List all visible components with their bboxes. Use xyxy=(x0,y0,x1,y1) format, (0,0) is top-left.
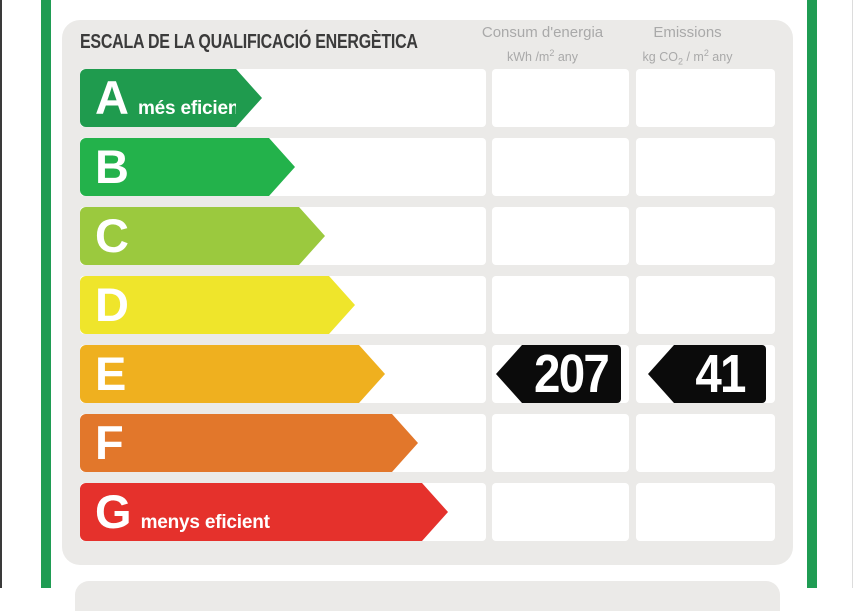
rating-row-f: F xyxy=(80,414,775,472)
rating-arrow-d: D xyxy=(80,276,355,334)
green-accent-bar-right xyxy=(807,0,817,588)
consum-cell-e: 207 xyxy=(492,344,629,404)
consum-cell-g xyxy=(492,483,629,541)
emissions-value-badge: 41 xyxy=(648,344,766,404)
rating-arrow-a: A més eficient xyxy=(80,69,262,127)
column-header-emissions: Emissions kg CO2 / m2 any xyxy=(618,23,757,70)
least-efficient-label: menys eficient xyxy=(140,512,270,533)
arrow-tip-icon xyxy=(299,207,325,265)
most-efficient-label: més eficient xyxy=(137,98,246,119)
consum-cell-a xyxy=(492,69,629,127)
rating-letter-d: D xyxy=(95,278,129,331)
consum-header-label: Consum d'energia xyxy=(481,24,604,41)
page-right-border xyxy=(852,0,853,588)
consum-header-unit: kWh /m2 any xyxy=(506,48,578,65)
emissions-cell-d xyxy=(636,276,775,334)
emissions-value: 41 xyxy=(695,344,746,404)
emissions-cell-a xyxy=(636,69,775,127)
rating-letter-b: B xyxy=(95,140,129,193)
consum-value: 207 xyxy=(534,344,610,404)
arrow-tip-icon xyxy=(236,69,262,127)
green-accent-bar-left xyxy=(41,0,51,588)
rating-row-e: E 207 41 xyxy=(80,344,775,404)
page-title: ESCALA DE LA QUALIFICACIÓ ENERGÈTICA xyxy=(80,31,418,53)
rating-arrow-c: C xyxy=(80,207,325,265)
rating-arrow-body: B xyxy=(80,138,269,196)
badge-body: 41 xyxy=(674,344,766,404)
column-header-consum: Consum d'energia kWh /m2 any xyxy=(474,23,611,65)
rating-row-d: D xyxy=(80,276,775,334)
emissions-cell-c xyxy=(636,207,775,265)
rating-arrow-body: F xyxy=(80,414,392,472)
arrow-tip-icon xyxy=(392,414,418,472)
rating-letter-c: C xyxy=(95,209,129,262)
consum-cell-c xyxy=(492,207,629,265)
emissions-cell-e: 41 xyxy=(636,344,775,404)
emissions-cell-g xyxy=(636,483,775,541)
consum-value-badge: 207 xyxy=(496,344,621,404)
emissions-cell-b xyxy=(636,138,775,196)
arrow-tip-icon xyxy=(422,483,448,541)
rating-rows: A més eficient B xyxy=(80,69,775,541)
consum-cell-b xyxy=(492,138,629,196)
rating-row-b: B xyxy=(80,138,775,196)
consum-cell-f xyxy=(492,414,629,472)
rating-arrow-body: E xyxy=(80,345,359,403)
energy-scale-panel: ESCALA DE LA QUALIFICACIÓ ENERGÈTICA Con… xyxy=(62,20,793,565)
rating-row-c: C xyxy=(80,207,775,265)
rating-arrow-f: F xyxy=(80,414,418,472)
rating-arrow-body: D xyxy=(80,276,329,334)
rating-arrow-e: E xyxy=(80,345,385,403)
page-left-border xyxy=(0,0,2,588)
arrow-tip-icon xyxy=(359,345,385,403)
rating-row-g: G menys eficient xyxy=(80,483,775,541)
rating-arrow-body: C xyxy=(80,207,299,265)
badge-body: 207 xyxy=(522,344,621,404)
rating-row-a: A més eficient xyxy=(80,69,775,127)
badge-left-arrow-icon xyxy=(496,345,522,403)
arrow-tip-icon xyxy=(329,276,355,334)
rating-letter-f: F xyxy=(95,416,124,469)
rating-arrow-g: G menys eficient xyxy=(80,483,448,541)
emissions-header-label: Emissions xyxy=(653,24,722,41)
next-section-panel-stub xyxy=(75,581,780,611)
consum-cell-d xyxy=(492,276,629,334)
emissions-cell-f xyxy=(636,414,775,472)
rating-letter-g: G xyxy=(95,485,132,538)
rating-arrow-b: B xyxy=(80,138,295,196)
rating-letter-e: E xyxy=(95,347,127,400)
badge-left-arrow-icon xyxy=(648,345,674,403)
arrow-tip-icon xyxy=(269,138,295,196)
rating-arrow-body: A més eficient xyxy=(80,69,246,127)
emissions-header-unit: kg CO2 / m2 any xyxy=(642,48,733,67)
rating-letter-a: A xyxy=(95,71,129,124)
rating-arrow-body: G menys eficient xyxy=(80,483,422,541)
